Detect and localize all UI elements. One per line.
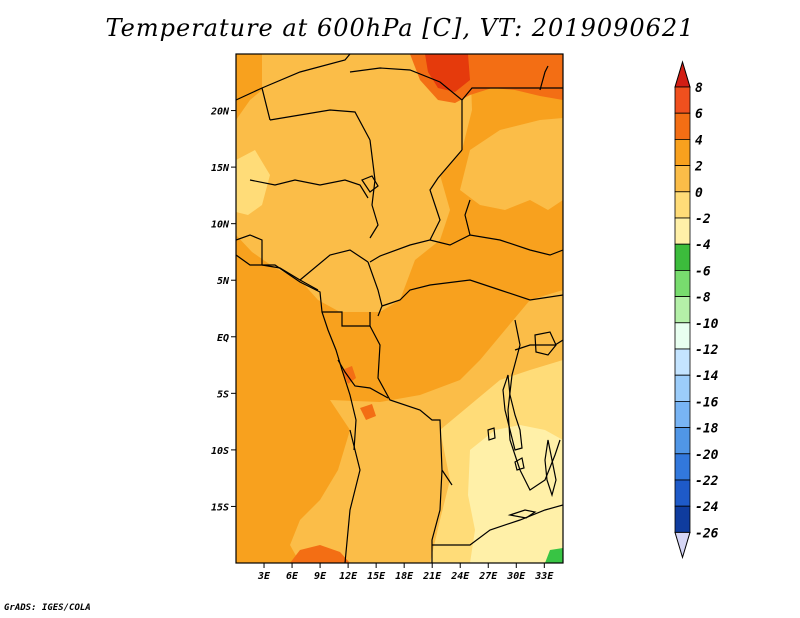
- colorbar-label: -10: [695, 317, 719, 332]
- lat-tick-label: 20N: [210, 107, 230, 118]
- colorbar-box: [674, 505, 691, 533]
- colorbar-label: -4: [695, 238, 711, 253]
- colorbar-box: [674, 138, 691, 166]
- colorbar-box: [674, 243, 691, 271]
- lake-mweru: [487, 427, 496, 441]
- colorbar-label: -18: [695, 422, 719, 437]
- plot-title: Temperature at 600hPa [C], VT: 201909062…: [105, 14, 695, 42]
- colorbar-box: [674, 112, 691, 140]
- map-panel: [236, 54, 563, 563]
- lat-tick-label: 10N: [211, 220, 230, 231]
- field-4-6-spot-angola: [360, 404, 376, 420]
- field-m4-m2-southeast: [468, 425, 563, 563]
- lon-tick-label: 12E: [339, 571, 358, 582]
- grads-credit: GrADS: IGES/COLA: [4, 603, 91, 613]
- colorbar-bottom-arrow: [674, 531, 691, 560]
- colorbar-box: [674, 374, 691, 402]
- colorbar-box: [674, 217, 691, 245]
- colorbar-box: [674, 348, 691, 376]
- colorbar-label: 4: [695, 133, 703, 148]
- lake-bangweulu: [514, 457, 525, 471]
- lat-tick-label: 5N: [217, 276, 230, 287]
- colorbar-label: -8: [695, 291, 711, 306]
- colorbar-box: [674, 453, 691, 481]
- field-m2-0-west: [236, 150, 270, 215]
- field-4-6-spot-coast: [342, 366, 356, 384]
- lon-tick-label: 21E: [422, 571, 442, 582]
- lon-axis: 3E 6E 9E 12E 15E 18E 21E 24E 27E 30E 33E: [257, 563, 554, 582]
- colorbar-box: [674, 165, 691, 193]
- colorbar-label: -20: [695, 448, 719, 463]
- colorbar-label: -24: [695, 500, 719, 515]
- lake-tanganyika: [502, 374, 523, 451]
- colorbar-top-arrow: [674, 60, 691, 88]
- field-0-2-northeast: [460, 118, 563, 210]
- lat-tick-label: EQ: [217, 333, 229, 344]
- colorbar-box: [674, 269, 691, 297]
- colorbar-label: 6: [695, 107, 703, 122]
- lon-tick-label: 15E: [367, 571, 386, 582]
- lon-tick-label: 33E: [534, 571, 554, 582]
- lake-victoria: [534, 331, 557, 356]
- field-green-spot: [545, 548, 563, 563]
- colorbar-label: -16: [695, 395, 719, 410]
- colorbar-label: -2: [695, 212, 711, 227]
- colorbar-label: 8: [695, 81, 703, 96]
- colorbar-box: [674, 86, 691, 114]
- colorbar-label: -12: [695, 343, 719, 358]
- lon-tick-label: 6E: [286, 571, 299, 582]
- lat-tick-label: 15S: [211, 502, 229, 513]
- colorbar: 8 6 4 2 0 -2 -4 -6 -8 -10 -12 -14 -16 -18 -20 -22 -24 -26: [674, 60, 719, 560]
- lat-axis: 20N 15N 10N 5N EQ 5S 10S 15S: [210, 107, 236, 513]
- colorbar-box: [674, 296, 691, 324]
- lake-kariba: [507, 509, 537, 519]
- lat-tick-label: 15N: [211, 163, 230, 174]
- lon-tick-label: 24E: [450, 571, 470, 582]
- colorbar-label: 2: [694, 160, 703, 175]
- field-6-8-north: [425, 54, 470, 92]
- colorbar-box: [674, 479, 691, 507]
- field-4-6-spot-south: [290, 545, 350, 563]
- country-borders: [236, 54, 563, 563]
- lon-tick-label: 9E: [314, 571, 327, 582]
- lon-tick-label: 27E: [478, 571, 498, 582]
- colorbar-box: [674, 191, 691, 219]
- lake-chad: [361, 175, 379, 193]
- colorbar-box: [674, 427, 691, 455]
- lat-tick-label: 5S: [217, 389, 229, 400]
- lon-tick-label: 18E: [395, 571, 414, 582]
- colorbar-box: [674, 400, 691, 428]
- lake-malawi: [544, 439, 557, 498]
- colorbar-label: 0: [695, 186, 703, 201]
- colorbar-label: -26: [695, 526, 719, 541]
- colorbar-label: -6: [695, 264, 711, 279]
- colorbar-label: -22: [695, 474, 719, 489]
- colorbar-box: [674, 322, 691, 350]
- coastline: [236, 254, 357, 451]
- map-frame: [235, 53, 564, 564]
- lon-tick-label: 3E: [257, 571, 271, 582]
- lon-tick-label: 30E: [506, 571, 526, 582]
- colorbar-label: -14: [695, 369, 719, 384]
- lat-tick-label: 10S: [211, 446, 229, 457]
